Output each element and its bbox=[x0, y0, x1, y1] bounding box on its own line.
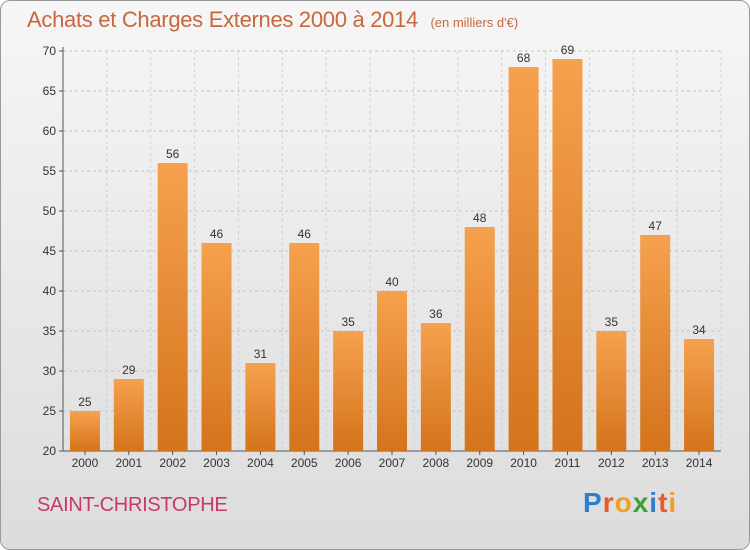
bar-value-label: 36 bbox=[429, 307, 443, 321]
bar-value-label: 56 bbox=[166, 147, 180, 161]
bar-value-label: 48 bbox=[473, 211, 487, 225]
labels: 25 2000 29 2001 56 2002 46 2003 31 2004 46 2005 35 20… bbox=[72, 43, 713, 470]
y-tick-label: 25 bbox=[43, 404, 57, 418]
bar-2000 bbox=[69, 411, 100, 451]
x-tick-label: 2012 bbox=[598, 456, 625, 470]
logo-letter: x bbox=[632, 487, 650, 518]
logo-letter: i bbox=[668, 487, 678, 518]
y-tick-label: 30 bbox=[43, 364, 57, 378]
x-tick-label: 2003 bbox=[203, 456, 230, 470]
bar-value-label: 46 bbox=[210, 227, 224, 241]
y-tick-label: 45 bbox=[43, 244, 57, 258]
bar-value-label: 35 bbox=[605, 315, 619, 329]
y-tick-label: 65 bbox=[43, 84, 57, 98]
y-tick-label: 35 bbox=[43, 324, 57, 338]
bar-value-label: 68 bbox=[517, 51, 531, 65]
bar-2012 bbox=[596, 331, 627, 451]
x-tick-label: 2001 bbox=[115, 456, 142, 470]
chart-subtitle: (en milliers d'€) bbox=[430, 15, 519, 30]
y-tick-label: 70 bbox=[43, 44, 57, 58]
bar-value-label: 46 bbox=[298, 227, 312, 241]
bar-value-label: 29 bbox=[122, 363, 136, 377]
bar-2009 bbox=[464, 227, 495, 451]
x-tick-label: 2009 bbox=[466, 456, 493, 470]
bar-value-label: 47 bbox=[649, 219, 663, 233]
x-tick-label: 2000 bbox=[72, 456, 99, 470]
bar-2014 bbox=[684, 339, 715, 451]
x-tick-label: 2004 bbox=[247, 456, 274, 470]
x-tick-label: 2005 bbox=[291, 456, 318, 470]
logo-letter: o bbox=[614, 487, 633, 518]
bars bbox=[69, 59, 715, 451]
chart-title: Achats et Charges Externes 2000 à 2014 bbox=[27, 7, 418, 32]
bar-2007 bbox=[377, 291, 407, 451]
proxiti-logo: Proxiti bbox=[583, 487, 677, 519]
bar-value-label: 25 bbox=[78, 395, 92, 409]
x-tick-label: 2014 bbox=[686, 456, 713, 470]
bar-value-label: 69 bbox=[561, 43, 575, 57]
bar-value-label: 34 bbox=[692, 323, 706, 337]
bar-2003 bbox=[201, 243, 232, 451]
bar-2004 bbox=[245, 363, 276, 451]
x-tick-label: 2002 bbox=[159, 456, 186, 470]
bar-2010 bbox=[508, 67, 539, 451]
bar-2008 bbox=[420, 323, 451, 451]
logo-letter: i bbox=[649, 487, 659, 518]
bar-value-label: 31 bbox=[254, 347, 268, 361]
logo-letter: t bbox=[658, 487, 669, 518]
x-tick-label: 2011 bbox=[555, 456, 581, 470]
logo-letter: r bbox=[602, 487, 615, 518]
bar-2001 bbox=[113, 379, 144, 451]
logo-letter: P bbox=[583, 487, 603, 518]
x-tick-label: 2013 bbox=[642, 456, 669, 470]
bar-2013 bbox=[640, 235, 671, 451]
bar-2006 bbox=[333, 331, 364, 451]
x-tick-label: 2007 bbox=[379, 456, 406, 470]
bar-2002 bbox=[157, 163, 188, 451]
x-tick-label: 2010 bbox=[510, 456, 537, 470]
bar-value-label: 35 bbox=[341, 315, 355, 329]
x-tick-label: 2006 bbox=[335, 456, 362, 470]
x-tick-label: 2008 bbox=[423, 456, 450, 470]
y-tick-label: 50 bbox=[43, 204, 57, 218]
y-tick-label: 55 bbox=[43, 164, 57, 178]
bar-2005 bbox=[289, 243, 320, 451]
y-tick-label: 20 bbox=[43, 444, 57, 458]
commune-name: SAINT-CHRISTOPHE bbox=[37, 494, 228, 516]
title-row: Achats et Charges Externes 2000 à 2014 (… bbox=[27, 7, 518, 33]
bar-value-label: 40 bbox=[385, 275, 399, 289]
y-tick-label: 60 bbox=[43, 124, 57, 138]
bar-2011 bbox=[552, 59, 583, 451]
y-tick-label: 40 bbox=[43, 284, 57, 298]
